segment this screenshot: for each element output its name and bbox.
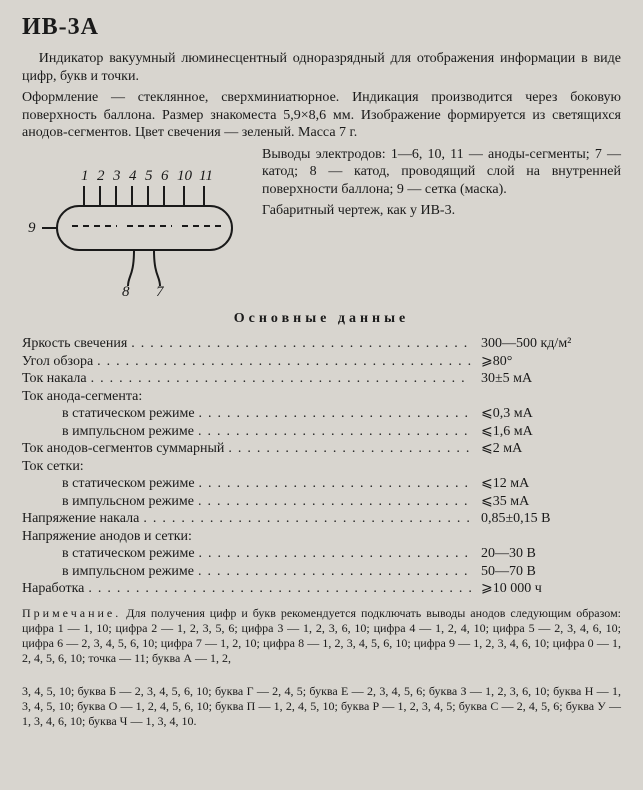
spec-row: Ток анодов-сегментов суммарный ⩽2 мА	[22, 440, 621, 458]
intro-paragraph-2: Оформление — стеклянное, сверхминиатюрно…	[22, 89, 621, 142]
pin-label: 6	[161, 168, 169, 184]
section-title: Основные данные	[22, 310, 621, 328]
spec-dots	[199, 545, 471, 563]
spec-table: Яркость свечения300—500 кд/м²Угол обзора…	[22, 335, 621, 598]
spec-row: Наработка ⩾10 000 ч	[22, 580, 621, 598]
spec-label: в импульсном режиме	[22, 493, 198, 511]
spec-label: Наработка	[22, 580, 88, 598]
spec-label: Ток сетки:	[22, 458, 88, 476]
spec-dots	[131, 335, 471, 353]
spec-value: ⩽2 мА	[471, 440, 621, 458]
pinout-diagram: 1 2 3 4 5 6 10 11 9 8 7	[22, 146, 252, 296]
spec-row: Напряжение накала 0,85±0,15 В	[22, 510, 621, 528]
spec-label: в статическом режиме	[22, 545, 199, 563]
spec-dots	[198, 563, 471, 581]
spec-row: в статическом режиме ⩽0,3 мА	[22, 405, 621, 423]
spec-value: 50—70 В	[471, 563, 621, 581]
pin-label: 8	[122, 284, 130, 296]
spec-value: ⩽1,6 мА	[471, 423, 621, 441]
spec-label: Напряжение накала	[22, 510, 143, 528]
spec-row: Угол обзора ⩾80°	[22, 353, 621, 371]
drawing-reference: Габаритный чертеж, как у ИВ-3.	[262, 202, 621, 220]
footnote-2: 3, 4, 5, 10; буква Б — 2, 3, 4, 5, 6, 10…	[22, 684, 621, 729]
pinout-legend: Выводы электродов: 1—6, 10, 11 — аноды-с…	[262, 146, 621, 199]
pin-label: 7	[156, 284, 165, 296]
note-lead: Примечание.	[22, 606, 121, 620]
spec-label: Ток анода-сегмента:	[22, 388, 146, 406]
spec-dots	[143, 510, 471, 528]
spec-value: ⩽12 мА	[471, 475, 621, 493]
spec-label: Ток анодов-сегментов суммарный	[22, 440, 228, 458]
pin-label: 4	[129, 168, 137, 184]
pin-label: 10	[177, 168, 193, 184]
spec-dots	[97, 353, 471, 371]
spec-label: в импульсном режиме	[22, 563, 198, 581]
pin-label: 1	[81, 168, 89, 184]
footnote-1: Примечание. Для получения цифр и букв ре…	[22, 606, 621, 666]
spec-value: 20—30 В	[471, 545, 621, 563]
spec-value: ⩽0,3 мА	[471, 405, 621, 423]
spec-row: в импульсном режиме ⩽1,6 мА	[22, 423, 621, 441]
pin-label: 11	[199, 168, 213, 184]
spec-row: в статическом режиме ⩽12 мА	[22, 475, 621, 493]
spec-row: Ток анода-сегмента:	[22, 388, 621, 406]
spec-dots	[199, 475, 471, 493]
spec-dots	[198, 493, 471, 511]
tube-model-title: ИВ-3А	[22, 12, 621, 42]
spec-label: Яркость свечения	[22, 335, 131, 353]
spec-row: в импульсном режиме 50—70 В	[22, 563, 621, 581]
spec-row: Напряжение анодов и сетки:	[22, 528, 621, 546]
spec-dots	[198, 423, 471, 441]
intro-paragraph-1: Индикатор вакуумный люминесцентный однор…	[22, 50, 621, 85]
spec-dots	[88, 458, 621, 476]
spec-dots	[146, 388, 621, 406]
spec-dots	[199, 405, 471, 423]
spec-value: ⩽35 мА	[471, 493, 621, 511]
spec-label: в статическом режиме	[22, 405, 199, 423]
spec-label: в статическом режиме	[22, 475, 199, 493]
spec-label: Ток накала	[22, 370, 91, 388]
spec-value: ⩾80°	[471, 353, 621, 371]
pin-label: 2	[97, 168, 105, 184]
pin-label: 5	[145, 168, 153, 184]
spec-label: Угол обзора	[22, 353, 97, 371]
spec-value: 300—500 кд/м²	[471, 335, 621, 353]
figure-block: 1 2 3 4 5 6 10 11 9 8 7 Выводы электродо…	[22, 146, 621, 296]
spec-row: Ток накала 30±5 мА	[22, 370, 621, 388]
spec-dots	[196, 528, 621, 546]
pin-label: 3	[112, 168, 121, 184]
spec-value: 30±5 мА	[471, 370, 621, 388]
spec-row: Ток сетки:	[22, 458, 621, 476]
spec-label: Напряжение анодов и сетки:	[22, 528, 196, 546]
spec-row: в статическом режиме 20—30 В	[22, 545, 621, 563]
spec-row: Яркость свечения 300—500 кд/м²	[22, 335, 621, 353]
spec-value: 0,85±0,15 В	[471, 510, 621, 528]
spec-dots	[91, 370, 471, 388]
spec-dots	[88, 580, 471, 598]
spec-label: в импульсном режиме	[22, 423, 198, 441]
spec-dots	[228, 440, 471, 458]
pin-label: 9	[28, 220, 36, 236]
spec-row: в импульсном режиме ⩽35 мА	[22, 493, 621, 511]
spec-value: ⩾10 000 ч	[471, 580, 621, 598]
